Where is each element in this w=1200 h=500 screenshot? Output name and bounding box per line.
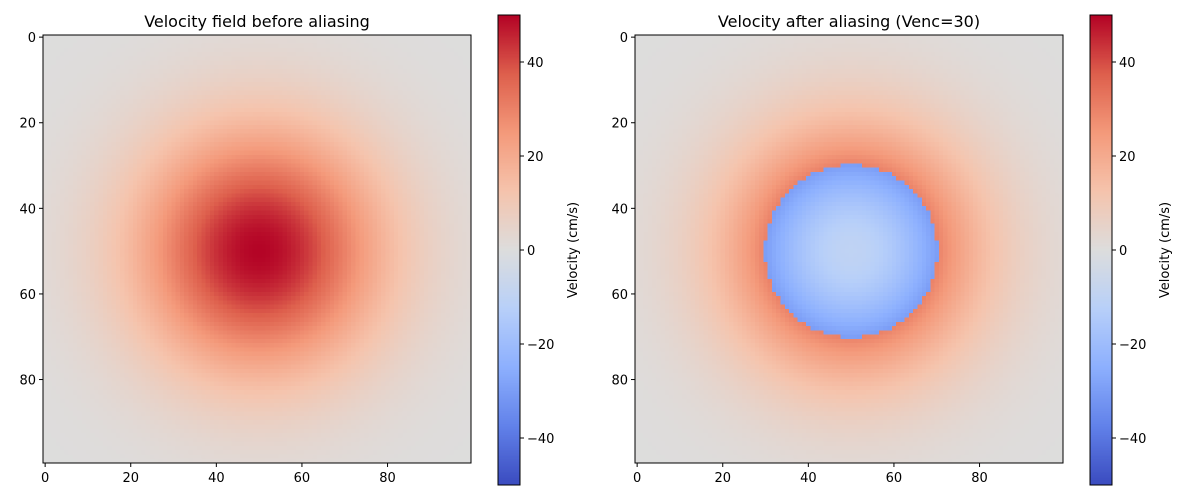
y-tick-label: 80 xyxy=(611,374,628,389)
x-tick-label: 80 xyxy=(971,471,988,486)
chart-title: Velocity after aliasing (Venc=30) xyxy=(718,12,980,31)
colorbar-ticks: 40 20 0 −20 −40 xyxy=(520,56,554,447)
colorbar-tick-label: −20 xyxy=(1119,338,1146,353)
colorbar-label: Velocity (cm/s) xyxy=(1158,202,1173,298)
x-tick-label: 20 xyxy=(122,471,139,486)
colorbar-ticks: 40 20 0 −20 −40 xyxy=(1112,56,1146,447)
y-axis: 0 20 40 60 80 xyxy=(611,31,635,389)
heatmap-image xyxy=(635,35,1063,463)
colorbar-tick-label: −20 xyxy=(527,338,554,353)
x-axis: 0 20 40 60 80 xyxy=(41,463,396,486)
colorbar-tick-label: −40 xyxy=(527,432,554,447)
y-tick-label: 40 xyxy=(19,202,36,217)
y-tick-label: 60 xyxy=(611,288,628,303)
x-tick-label: 60 xyxy=(294,471,311,486)
colorbar-image xyxy=(1090,15,1112,485)
colorbar-tick-label: 20 xyxy=(527,150,544,165)
heatmap-before: 0 20 40 60 80 0 20 40 60 80 xyxy=(19,31,472,486)
colorbar-before: 40 20 0 −20 −40 Velocity (cm/s) xyxy=(497,14,581,486)
plot-frame xyxy=(42,34,472,464)
colorbar-image xyxy=(498,15,520,485)
colorbar-tick-label: −40 xyxy=(1119,432,1146,447)
colorbar-label: Velocity (cm/s) xyxy=(566,202,581,298)
panel-after: Velocity after aliasing (Venc=30) 0 20 40 6… xyxy=(611,12,1173,486)
colorbar-tick-label: 40 xyxy=(1119,56,1136,71)
colorbar-tick-label: 0 xyxy=(527,244,535,259)
colorbar-tick-label: 20 xyxy=(1119,150,1136,165)
y-tick-label: 0 xyxy=(620,31,628,46)
y-tick-label: 20 xyxy=(19,117,36,132)
x-tick-label: 20 xyxy=(714,471,731,486)
plot-frame xyxy=(634,34,1064,464)
x-axis: 0 20 40 60 80 xyxy=(633,463,988,486)
y-axis: 0 20 40 60 80 xyxy=(19,31,43,389)
x-tick-label: 0 xyxy=(41,471,49,486)
colorbar-tick-label: 0 xyxy=(1119,244,1127,259)
heatmap-after: 0 20 40 60 80 0 20 40 60 80 xyxy=(611,31,1064,486)
y-tick-label: 40 xyxy=(611,202,628,217)
heatmap-image xyxy=(43,35,471,463)
panel-before: Velocity field before aliasing 0 20 40 60 80… xyxy=(19,12,581,486)
x-tick-label: 80 xyxy=(379,471,396,486)
x-tick-label: 60 xyxy=(886,471,903,486)
x-tick-label: 0 xyxy=(633,471,641,486)
y-tick-label: 60 xyxy=(19,288,36,303)
y-tick-label: 80 xyxy=(19,374,36,389)
x-tick-label: 40 xyxy=(800,471,817,486)
y-tick-label: 0 xyxy=(28,31,36,46)
colorbar-tick-label: 40 xyxy=(527,56,544,71)
x-tick-label: 40 xyxy=(208,471,225,486)
chart-title: Velocity field before aliasing xyxy=(144,12,370,31)
y-tick-label: 20 xyxy=(611,117,628,132)
colorbar-after: 40 20 0 −20 −40 Velocity (cm/s) xyxy=(1089,14,1173,486)
